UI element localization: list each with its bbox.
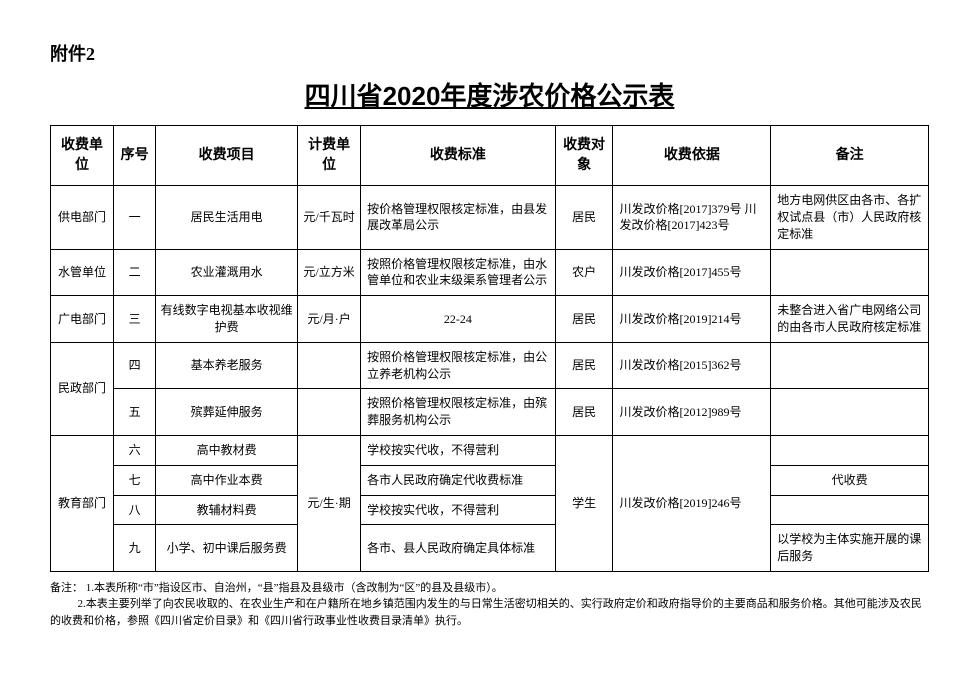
cell-measure: 元/千瓦时 xyxy=(298,186,361,249)
cell-standard: 各市人民政府确定代收费标准 xyxy=(361,465,556,495)
cell-note: 代收费 xyxy=(771,465,929,495)
cell-note: 以学校为主体实施开展的课后服务 xyxy=(771,525,929,572)
th-item: 收费项目 xyxy=(156,126,298,186)
cell-item: 高中作业本费 xyxy=(156,465,298,495)
cell-object: 农户 xyxy=(555,249,613,296)
cell-basis: 川发改价格[2012]989号 xyxy=(613,389,771,436)
cell-seq: 三 xyxy=(114,296,156,343)
cell-basis: 川发改价格[2017]379号 川发改价格[2017]423号 xyxy=(613,186,771,249)
cell-item: 居民生活用电 xyxy=(156,186,298,249)
table-row: 民政部门 四 基本养老服务 按照价格管理权限核定标准，由公立养老机构公示 居民 … xyxy=(51,342,929,389)
cell-note xyxy=(771,435,929,465)
table-row: 水管单位 二 农业灌溉用水 元/立方米 按照价格管理权限核定标准，由水管单位和农… xyxy=(51,249,929,296)
th-object: 收费对象 xyxy=(555,126,613,186)
price-table: 收费单位 序号 收费项目 计费单位 收费标准 收费对象 收费依据 备注 供电部门… xyxy=(50,125,929,572)
cell-seq: 一 xyxy=(114,186,156,249)
th-basis: 收费依据 xyxy=(613,126,771,186)
table-row: 广电部门 三 有线数字电视基本收视维护费 元/月·户 22-24 居民 川发改价… xyxy=(51,296,929,343)
th-note: 备注 xyxy=(771,126,929,186)
cell-item: 高中教材费 xyxy=(156,435,298,465)
footnote-line2: 2.本表主要列举了向农民收取的、在农业生产和在户籍所在地乡镇范围内发生的与日常生… xyxy=(50,598,922,627)
cell-object: 居民 xyxy=(555,186,613,249)
cell-standard: 按照价格管理权限核定标准，由水管单位和农业末级渠系管理者公示 xyxy=(361,249,556,296)
cell-seq: 二 xyxy=(114,249,156,296)
cell-seq: 四 xyxy=(114,342,156,389)
cell-measure xyxy=(298,342,361,389)
th-measure: 计费单位 xyxy=(298,126,361,186)
cell-unit: 教育部门 xyxy=(51,435,114,571)
cell-standard: 按价格管理权限核定标准，由县发展改革局公示 xyxy=(361,186,556,249)
cell-measure: 元/立方米 xyxy=(298,249,361,296)
cell-measure xyxy=(298,389,361,436)
cell-note: 未整合进入省广电网络公司的由各市人民政府核定标准 xyxy=(771,296,929,343)
cell-item: 殡葬延伸服务 xyxy=(156,389,298,436)
cell-unit: 水管单位 xyxy=(51,249,114,296)
cell-note: 地方电网供区由各市、各扩权试点县（市）人民政府核定标准 xyxy=(771,186,929,249)
cell-item: 小学、初中课后服务费 xyxy=(156,525,298,572)
table-row: 教育部门 六 高中教材费 元/生·期 学校按实代收，不得营利 学生 川发改价格[… xyxy=(51,435,929,465)
cell-basis: 川发改价格[2015]362号 xyxy=(613,342,771,389)
cell-object: 居民 xyxy=(555,342,613,389)
cell-item: 教辅材料费 xyxy=(156,495,298,525)
cell-standard: 学校按实代收，不得营利 xyxy=(361,435,556,465)
th-unit: 收费单位 xyxy=(51,126,114,186)
cell-seq: 五 xyxy=(114,389,156,436)
cell-measure: 元/生·期 xyxy=(298,435,361,571)
footnote-label: 备注： xyxy=(50,582,83,594)
cell-basis: 川发改价格[2019]214号 xyxy=(613,296,771,343)
cell-standard: 按照价格管理权限核定标准，由殡葬服务机构公示 xyxy=(361,389,556,436)
table-row: 九 小学、初中课后服务费 各市、县人民政府确定具体标准 以学校为主体实施开展的课… xyxy=(51,525,929,572)
cell-seq: 七 xyxy=(114,465,156,495)
cell-object: 居民 xyxy=(555,296,613,343)
th-seq: 序号 xyxy=(114,126,156,186)
cell-unit: 广电部门 xyxy=(51,296,114,343)
cell-object: 学生 xyxy=(555,435,613,571)
table-header-row: 收费单位 序号 收费项目 计费单位 收费标准 收费对象 收费依据 备注 xyxy=(51,126,929,186)
cell-seq: 九 xyxy=(114,525,156,572)
attachment-label: 附件2 xyxy=(50,40,929,66)
cell-standard: 各市、县人民政府确定具体标准 xyxy=(361,525,556,572)
th-standard: 收费标准 xyxy=(361,126,556,186)
table-row: 七 高中作业本费 各市人民政府确定代收费标准 代收费 xyxy=(51,465,929,495)
page-title: 四川省2020年度涉农价格公示表 xyxy=(50,76,929,113)
cell-note xyxy=(771,389,929,436)
cell-item: 农业灌溉用水 xyxy=(156,249,298,296)
cell-measure: 元/月·户 xyxy=(298,296,361,343)
cell-unit: 供电部门 xyxy=(51,186,114,249)
footnote-line1: 1.本表所称“市”指设区市、自治州，“县”指县及县级市（含改制为“区”的县及县级… xyxy=(86,582,503,594)
cell-unit: 民政部门 xyxy=(51,342,114,435)
cell-object: 居民 xyxy=(555,389,613,436)
cell-standard: 22-24 xyxy=(361,296,556,343)
cell-note xyxy=(771,342,929,389)
cell-seq: 六 xyxy=(114,435,156,465)
cell-note xyxy=(771,249,929,296)
table-row: 五 殡葬延伸服务 按照价格管理权限核定标准，由殡葬服务机构公示 居民 川发改价格… xyxy=(51,389,929,436)
cell-basis: 川发改价格[2019]246号 xyxy=(613,435,771,571)
cell-seq: 八 xyxy=(114,495,156,525)
cell-item: 有线数字电视基本收视维护费 xyxy=(156,296,298,343)
cell-item: 基本养老服务 xyxy=(156,342,298,389)
table-row: 八 教辅材料费 学校按实代收，不得营利 xyxy=(51,495,929,525)
cell-basis: 川发改价格[2017]455号 xyxy=(613,249,771,296)
table-row: 供电部门 一 居民生活用电 元/千瓦时 按价格管理权限核定标准，由县发展改革局公… xyxy=(51,186,929,249)
cell-note xyxy=(771,495,929,525)
footnote: 备注： 1.本表所称“市”指设区市、自治州，“县”指县及县级市（含改制为“区”的… xyxy=(50,580,929,630)
cell-standard: 按照价格管理权限核定标准，由公立养老机构公示 xyxy=(361,342,556,389)
cell-standard: 学校按实代收，不得营利 xyxy=(361,495,556,525)
